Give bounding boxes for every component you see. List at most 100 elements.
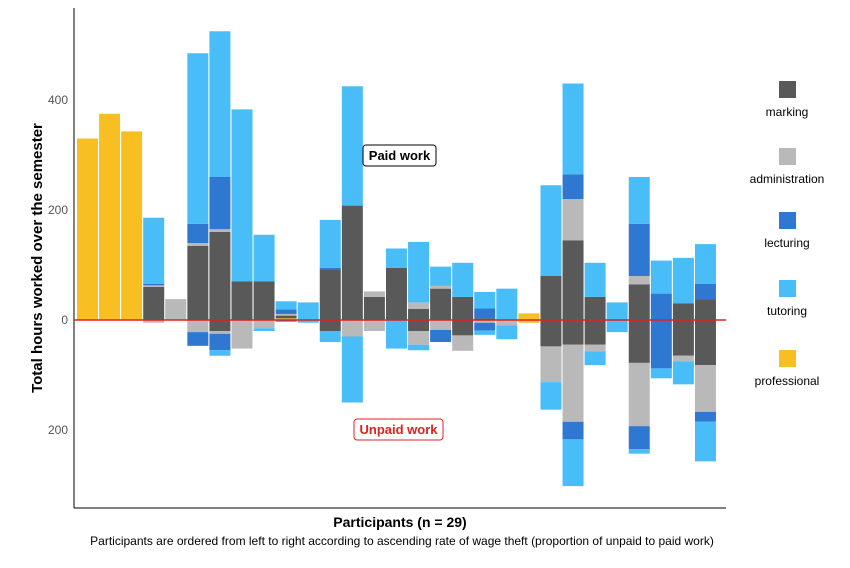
bar-unpaid-lecturing-p26 — [628, 426, 650, 450]
unpaid-work-box — [353, 418, 444, 441]
bar-paid-administration-p7 — [209, 229, 231, 232]
bar-unpaid-lecturing-p7 — [209, 333, 231, 351]
y-tick-label: 200 — [48, 423, 68, 437]
unpaid-work-annotation: Unpaid work — [353, 418, 444, 441]
bar-paid-marking-p8 — [231, 281, 253, 320]
bar-paid-tutoring-p15 — [385, 248, 407, 268]
bar-paid-lecturing-p10 — [275, 309, 297, 314]
bar-unpaid-lecturing-p19 — [474, 322, 496, 331]
bar-paid-marking-p29 — [694, 299, 716, 320]
bar-paid-administration-p10 — [275, 313, 297, 316]
bar-unpaid-tutoring-p16 — [408, 344, 430, 351]
bar-unpaid-marking-p29 — [694, 320, 716, 366]
bar-paid-lecturing-p12 — [319, 267, 341, 270]
legend-swatch-lecturing — [779, 212, 796, 229]
y-axis-label: Total hours worked over the semester — [29, 123, 46, 393]
bar-paid-lecturing-p7 — [209, 177, 231, 230]
bar-unpaid-administration-p17 — [430, 320, 452, 330]
bar-paid-lecturing-p23 — [562, 174, 584, 199]
bar-paid-marking-p17 — [430, 288, 452, 320]
paid-work-label: Paid work — [369, 148, 431, 163]
bar-unpaid-tutoring-p27 — [650, 368, 672, 379]
unpaid-work-label: Unpaid work — [359, 422, 438, 437]
bar-unpaid-tutoring-p7 — [209, 350, 231, 356]
bar-paid-administration-p6 — [187, 243, 209, 246]
bar-paid-lecturing-p26 — [628, 223, 650, 276]
bar-paid-marking-p4 — [143, 287, 165, 320]
bar-unpaid-administration-p14 — [363, 320, 385, 331]
bar-paid-marking-p22 — [540, 276, 562, 320]
bar-unpaid-marking-p22 — [540, 320, 562, 347]
caption: Participants are ordered from left to ri… — [90, 534, 714, 548]
legend-label-administration: administration — [750, 172, 825, 186]
bar-paid-marking-p6 — [187, 245, 209, 320]
y-ticks-group: 400 200 0 200 — [48, 93, 68, 437]
bar-paid-tutoring-p28 — [672, 257, 694, 304]
bar-unpaid-marking-p24 — [584, 320, 606, 345]
bar-unpaid-administration-p16 — [408, 331, 430, 345]
bar-paid-tutoring-p12 — [319, 219, 341, 268]
bar-paid-administration-p4 — [143, 285, 165, 287]
bar-unpaid-tutoring-p23 — [562, 439, 584, 487]
bar-paid-professional-p21 — [518, 313, 540, 320]
legend-swatch-tutoring — [779, 280, 796, 297]
bar-paid-tutoring-p13 — [341, 86, 363, 206]
bar-paid-professional-p10 — [275, 318, 297, 320]
bar-unpaid-administration-p19 — [474, 320, 496, 323]
x-axis-label: Participants (n = 29) — [333, 514, 466, 530]
legend-swatch-professional — [779, 350, 796, 367]
bar-unpaid-lecturing-p17 — [430, 329, 452, 342]
bar-unpaid-tutoring-p22 — [540, 382, 562, 410]
bar-paid-tutoring-p26 — [628, 177, 650, 224]
bar-paid-administration-p26 — [628, 276, 650, 285]
bar-paid-tutoring-p27 — [650, 260, 672, 294]
bar-paid-marking-p23 — [562, 240, 584, 320]
bar-paid-tutoring-p23 — [562, 83, 584, 175]
bar-paid-tutoring-p24 — [584, 262, 606, 297]
bar-paid-marking-p19 — [474, 318, 496, 320]
bar-unpaid-tutoring-p9 — [253, 328, 275, 331]
bar-paid-professional-p3 — [121, 131, 143, 320]
bar-unpaid-administration-p18 — [452, 335, 474, 351]
bar-paid-marking-p9 — [253, 281, 275, 320]
legend: marking administration lecturing tutoring pr… — [750, 81, 825, 388]
bar-unpaid-administration-p4 — [143, 320, 165, 323]
bar-paid-administration-p16 — [408, 302, 430, 309]
bar-paid-tutoring-p6 — [187, 53, 209, 224]
bar-paid-marking-p14 — [363, 296, 385, 320]
bar-paid-administration-p5 — [165, 299, 187, 320]
bar-paid-marking-p13 — [341, 205, 363, 320]
bar-unpaid-administration-p26 — [628, 362, 650, 427]
bar-paid-tutoring-p10 — [275, 301, 297, 310]
y-tick-label: 200 — [48, 203, 68, 217]
bar-unpaid-administration-p29 — [694, 365, 716, 412]
bar-paid-tutoring-p4 — [143, 217, 165, 284]
bar-paid-professional-p2 — [99, 113, 121, 320]
bar-paid-marking-p26 — [628, 284, 650, 320]
bar-paid-marking-p10 — [275, 315, 297, 319]
bar-unpaid-administration-p28 — [672, 355, 694, 362]
bar-unpaid-administration-p23 — [562, 344, 584, 422]
bar-paid-administration-p17 — [430, 285, 452, 289]
bar-paid-lecturing-p19 — [474, 308, 496, 319]
bar-unpaid-tutoring-p12 — [319, 331, 341, 342]
legend-label-tutoring: tutoring — [767, 304, 807, 318]
bar-paid-tutoring-p19 — [474, 291, 496, 309]
bar-unpaid-administration-p8 — [231, 320, 253, 349]
bar-unpaid-lecturing-p23 — [562, 421, 584, 440]
bar-paid-marking-p28 — [672, 303, 694, 320]
legend-swatch-marking — [779, 81, 796, 98]
bar-paid-tutoring-p22 — [540, 185, 562, 276]
bar-paid-tutoring-p17 — [430, 266, 452, 286]
bar-paid-marking-p24 — [584, 296, 606, 320]
bar-paid-tutoring-p20 — [496, 288, 518, 320]
bar-unpaid-tutoring-p29 — [694, 421, 716, 462]
bar-unpaid-tutoring-p26 — [628, 449, 650, 454]
bar-unpaid-administration-p13 — [341, 320, 363, 337]
bars-group — [77, 31, 716, 487]
bar-paid-tutoring-p29 — [694, 244, 716, 284]
bar-unpaid-marking-p18 — [452, 320, 474, 336]
bar-paid-marking-p7 — [209, 232, 231, 320]
paid-work-box — [362, 144, 437, 167]
bar-paid-lecturing-p6 — [187, 223, 209, 243]
